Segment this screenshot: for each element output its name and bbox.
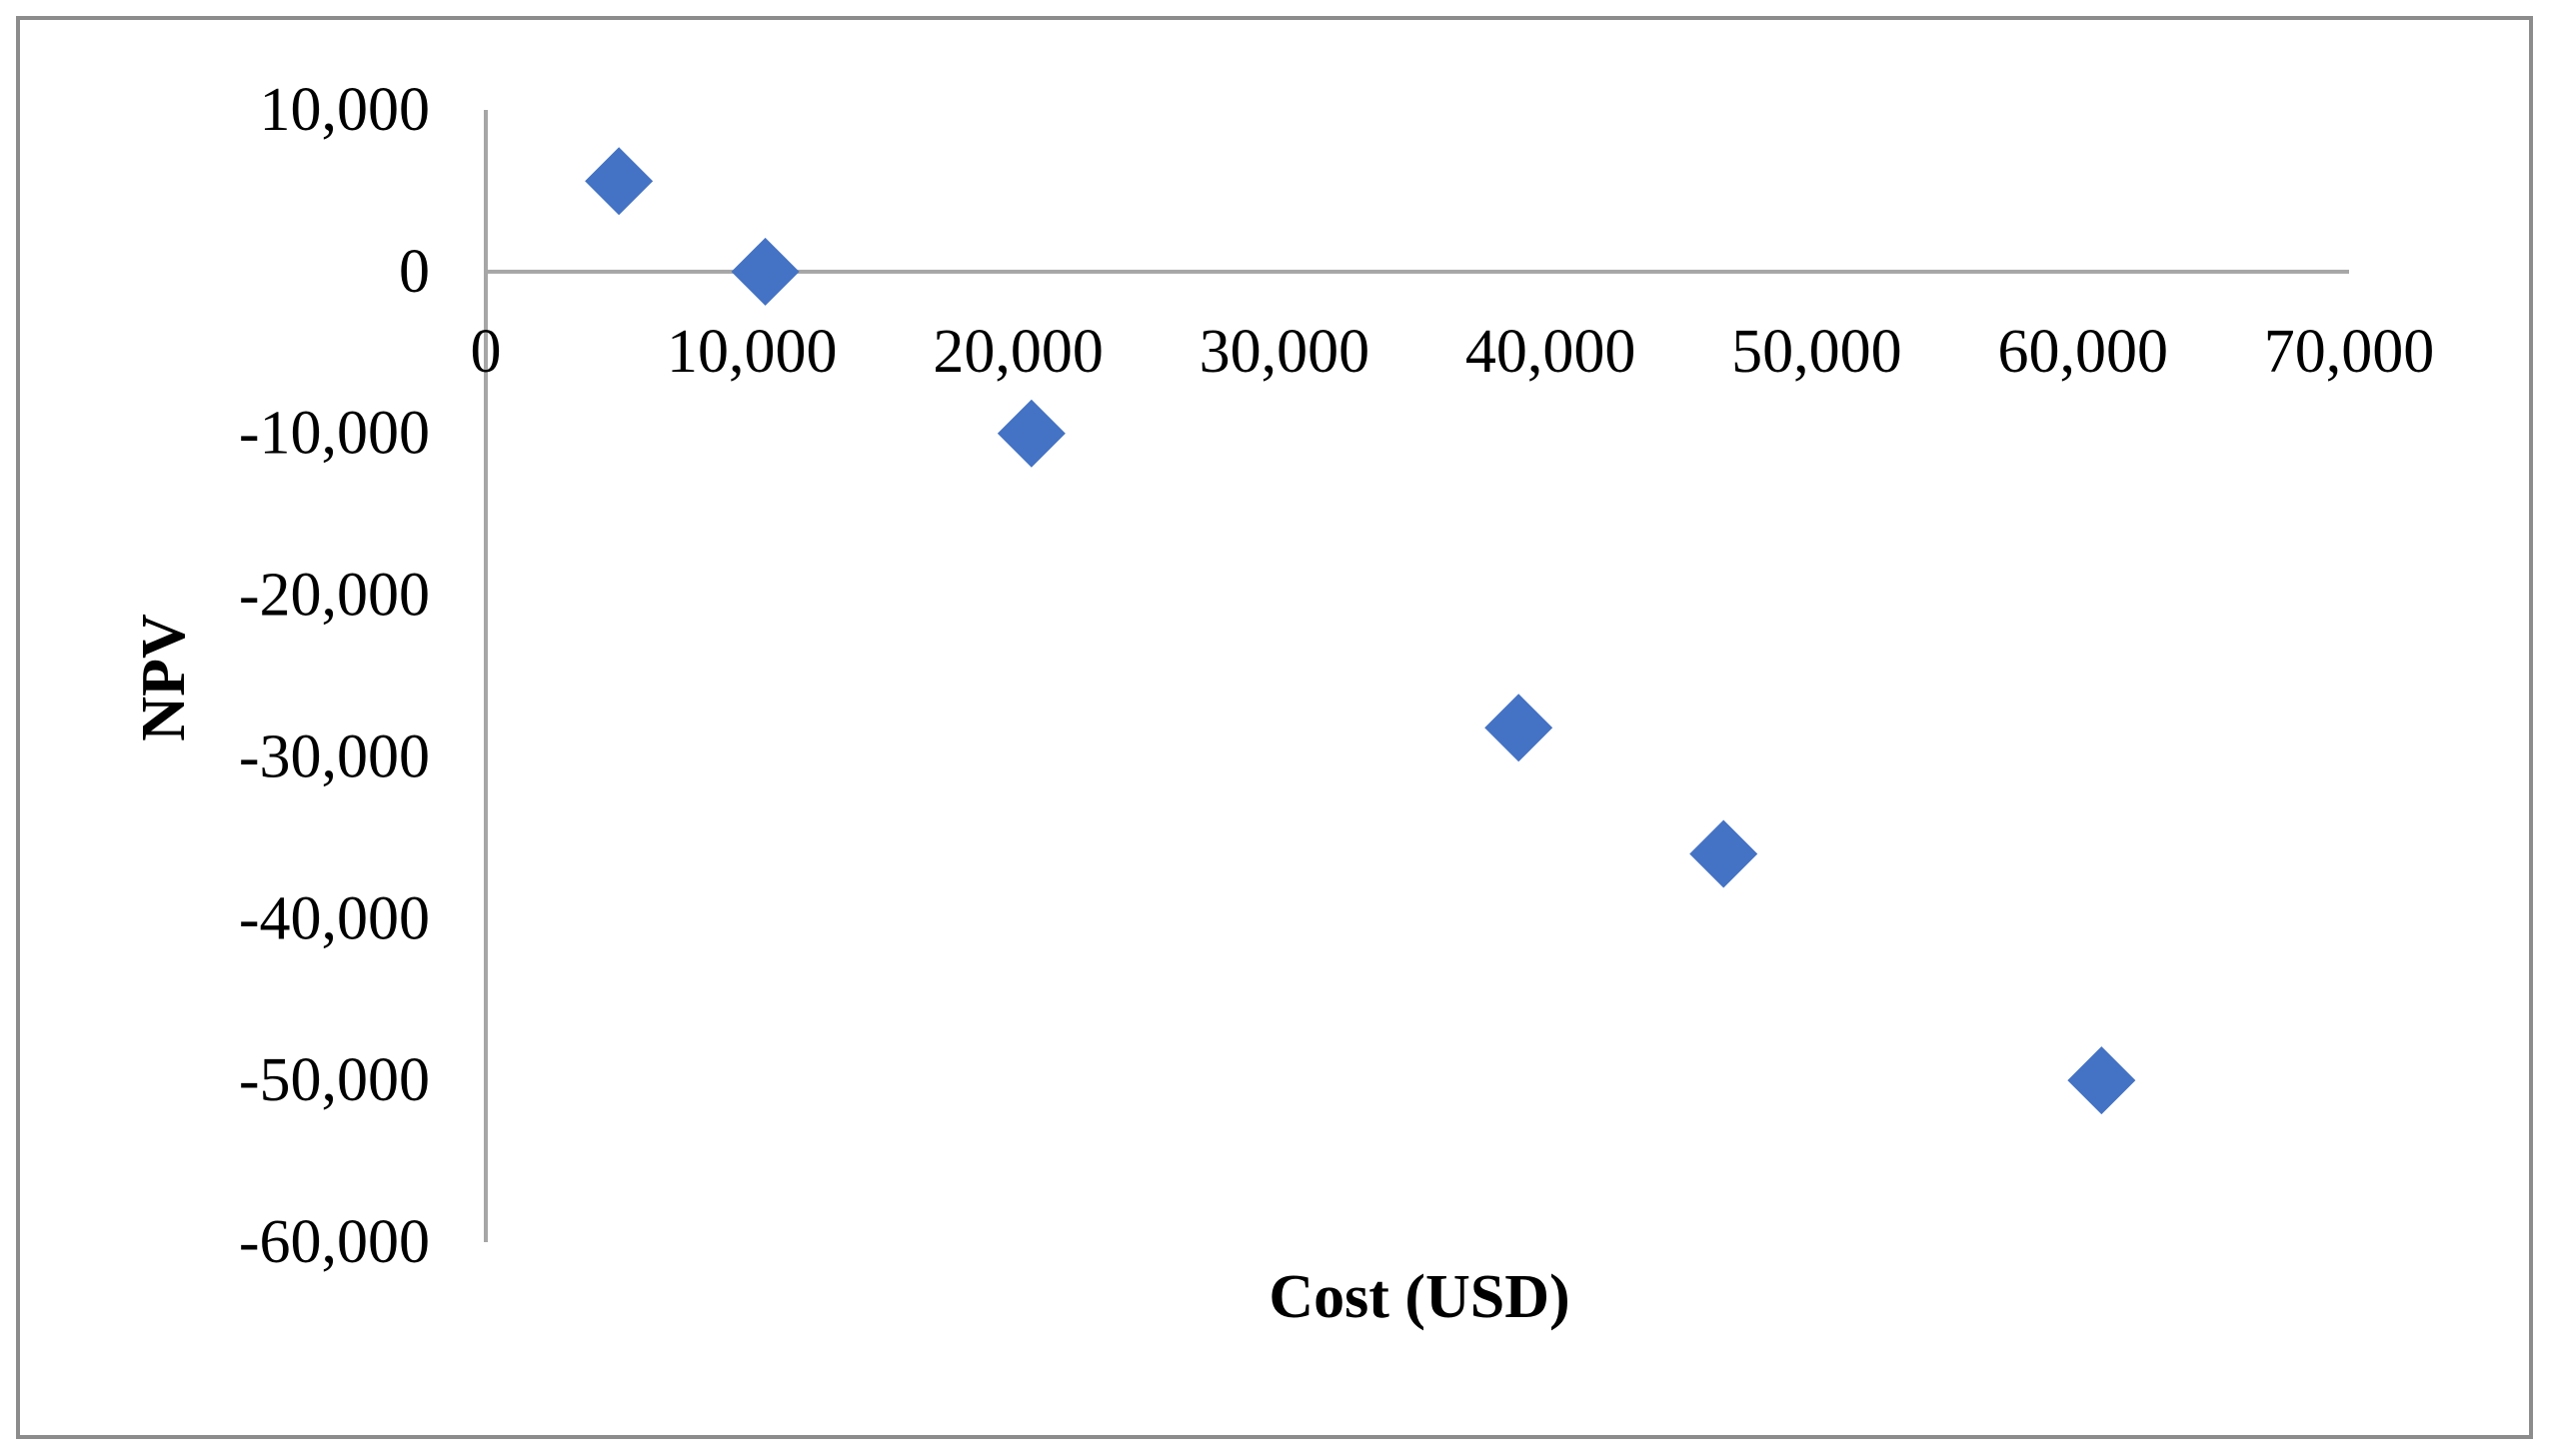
y-axis-title: NPV — [130, 614, 198, 741]
x-tick-label: 10,000 — [667, 318, 838, 386]
data-point — [731, 237, 800, 306]
data-points — [585, 147, 2136, 1115]
data-point — [1484, 694, 1553, 762]
y-tick-label: -30,000 — [239, 723, 430, 790]
data-point — [585, 147, 654, 216]
x-tick-label: 30,000 — [1200, 318, 1370, 386]
y-tick-label: -10,000 — [239, 400, 430, 468]
data-point — [1689, 819, 1758, 888]
chart-border — [16, 16, 2533, 1439]
x-tick-label: 70,000 — [2264, 318, 2435, 386]
x-tick-labels: 0 10,000 20,000 30,000 40,000 50,000 60,000 70,… — [471, 318, 2435, 386]
x-axis-title: Cost (USD) — [1269, 1263, 1569, 1331]
x-tick-label: 0 — [471, 318, 502, 386]
x-tick-label: 20,000 — [933, 318, 1104, 386]
y-tick-label: 10,000 — [260, 76, 431, 144]
data-point — [2067, 1046, 2136, 1115]
y-tick-label: -40,000 — [239, 884, 430, 952]
x-tick-label: 40,000 — [1465, 318, 1636, 386]
data-point — [997, 399, 1066, 468]
y-tick-label: -50,000 — [239, 1046, 430, 1114]
x-tick-label: 50,000 — [1731, 318, 1902, 386]
x-tick-label: 60,000 — [1997, 318, 2168, 386]
y-tick-label: -20,000 — [239, 562, 430, 630]
y-tick-label: 0 — [399, 238, 430, 306]
y-tick-labels: 10,000 0 -10,000 -20,000 -30,000 -40,000 -50,0… — [239, 76, 430, 1276]
y-tick-label: -60,000 — [239, 1208, 430, 1276]
